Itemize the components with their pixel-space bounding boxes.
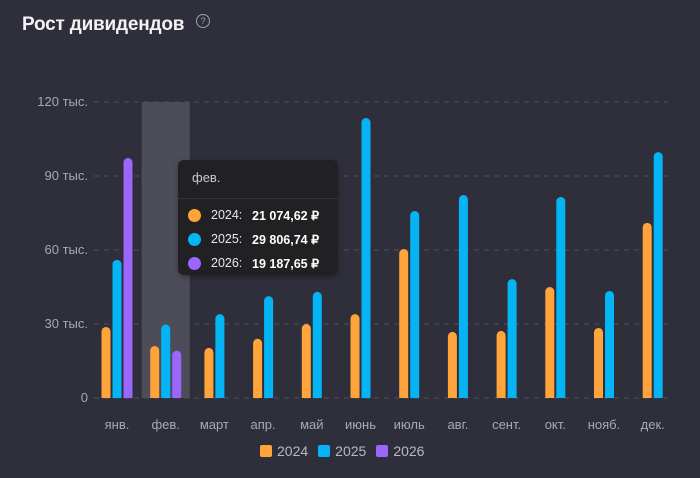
legend-swatch-icon <box>260 445 272 457</box>
bar-2024-июнь[interactable] <box>350 314 360 398</box>
legend-swatch-icon <box>376 445 389 457</box>
bar-2024-май[interactable] <box>301 324 311 398</box>
bar-2026-янв.[interactable] <box>123 157 133 398</box>
tooltip-year: 2026: <box>211 256 243 270</box>
y-tick-label: 120 тыс. <box>37 94 88 109</box>
chart-title: Рост дивидендов <box>22 14 185 35</box>
bar-2024-сент.[interactable] <box>496 330 506 398</box>
y-tick-label: 90 тыс. <box>45 168 88 183</box>
series-dot-icon <box>188 208 201 222</box>
bar-2025-июнь[interactable] <box>361 118 371 399</box>
x-tick-label: июнь <box>345 417 376 432</box>
y-tick-label: 30 тыс. <box>45 316 88 331</box>
legend-label: 2026 <box>393 443 425 459</box>
bar-2025-март[interactable] <box>215 314 225 398</box>
x-tick-label: нояб. <box>588 417 621 432</box>
bar-2024-дек.[interactable] <box>642 222 652 398</box>
bar-2025-окт.[interactable] <box>556 196 566 398</box>
legend-item-2024[interactable]: 2024 <box>260 443 308 459</box>
x-tick-label: июль <box>394 417 425 432</box>
legend-item-2026[interactable]: 2026 <box>376 443 424 459</box>
tooltip-year: 2024: <box>211 208 243 222</box>
x-tick-label: дек. <box>641 417 665 432</box>
bar-2024-июль[interactable] <box>399 249 409 398</box>
tooltip: фев. 2024: 21 074,62 ₽ 2025: 29 806,74 ₽… <box>178 160 338 275</box>
y-tick-label: 0 <box>81 390 88 405</box>
bar-2025-сент.[interactable] <box>507 279 517 398</box>
bar-2024-нояб.[interactable] <box>594 327 603 398</box>
x-tick-label: авг. <box>447 417 468 432</box>
bar-2025-июль[interactable] <box>410 211 420 398</box>
x-tick-label: сент. <box>492 417 521 432</box>
tooltip-month: фев. <box>178 160 338 199</box>
bar-2025-фев.[interactable] <box>161 324 171 398</box>
tooltip-value: 29 806,74 ₽ <box>252 232 320 247</box>
bar-2024-янв.[interactable] <box>101 326 111 398</box>
tooltip-row-2026: 2026: 19 187,65 ₽ <box>178 251 338 275</box>
bar-2024-окт.[interactable] <box>545 287 555 398</box>
bar-2025-авг.[interactable] <box>458 194 468 398</box>
x-tick-label: фев. <box>151 417 179 432</box>
x-tick-label: окт. <box>545 417 566 432</box>
bar-2025-дек.[interactable] <box>653 152 663 398</box>
legend-item-2025[interactable]: 2025 <box>318 443 366 459</box>
legend-label: 2024 <box>277 443 309 459</box>
x-tick-label: янв. <box>105 417 130 432</box>
x-tick-label: март <box>200 417 229 432</box>
tooltip-row-2025: 2025: 29 806,74 ₽ <box>178 227 338 251</box>
x-tick-label: апр. <box>251 417 276 432</box>
tooltip-value: 21 074,62 ₽ <box>252 208 320 223</box>
bar-2024-авг.[interactable] <box>447 331 457 398</box>
tooltip-value: 19 187,65 ₽ <box>252 256 320 271</box>
bar-2024-март[interactable] <box>204 347 214 398</box>
x-tick-label: май <box>300 417 323 432</box>
bar-2025-май[interactable] <box>312 291 322 398</box>
series-dot-icon <box>188 256 201 270</box>
tooltip-year: 2025: <box>211 232 243 246</box>
help-icon[interactable]: ? <box>196 14 210 28</box>
bar-2025-янв.[interactable] <box>112 259 122 398</box>
bar-2025-апр.[interactable] <box>264 296 274 398</box>
y-tick-label: 60 тыс. <box>45 242 88 257</box>
bar-2024-апр.[interactable] <box>253 338 263 398</box>
tooltip-row-2024: 2024: 21 074,62 ₽ <box>178 203 338 227</box>
series-dot-icon <box>188 232 201 246</box>
legend-label: 2025 <box>335 443 367 459</box>
bar-2024-фев.[interactable] <box>150 346 160 398</box>
legend: 2024 2025 2026 <box>260 443 434 459</box>
bar-2026-фев.[interactable] <box>172 350 182 398</box>
bar-2025-нояб.[interactable] <box>605 290 614 398</box>
legend-swatch-icon <box>318 445 331 457</box>
